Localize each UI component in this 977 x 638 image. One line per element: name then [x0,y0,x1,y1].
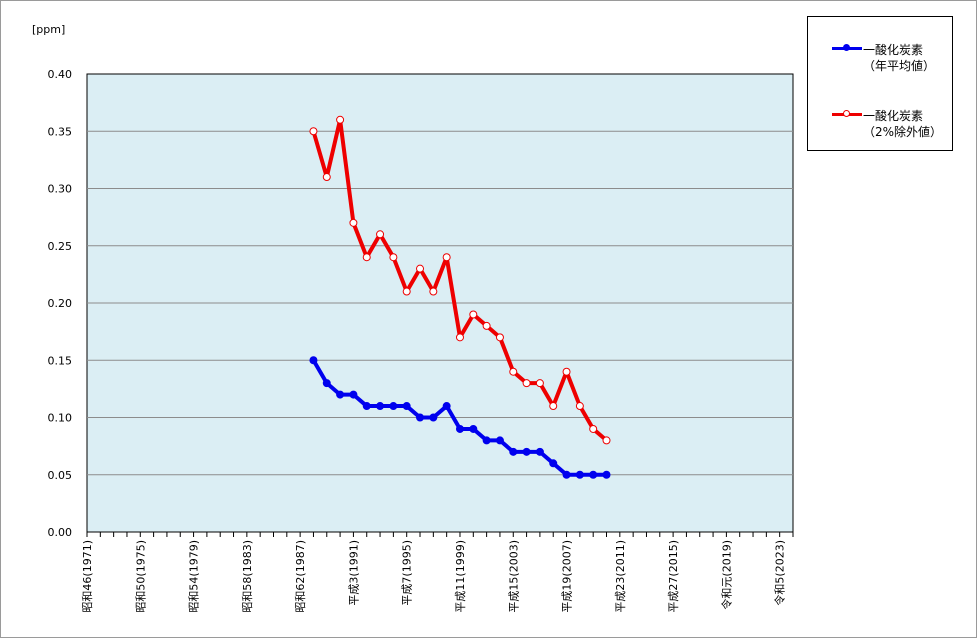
data-point [589,470,598,479]
legend-item-2pct-excluded: 一酸化炭素 （2%除外値） [808,105,954,145]
legend: 一酸化炭素 （年平均値） 一酸化炭素 （2%除外値） [807,16,953,151]
data-point [495,333,504,342]
legend-label: 一酸化炭素 [863,109,924,123]
data-point [509,447,518,456]
x-tick-label: 平成15(2003) [507,540,520,613]
legend-swatch-marker [843,44,850,51]
data-point [349,218,358,227]
data-point [429,287,438,296]
x-tick-label: 令和5(2023) [773,540,787,606]
y-tick-label: 0.10 [48,412,73,425]
data-point [336,115,345,124]
x-tick-label: 昭和54(1979) [188,540,201,613]
data-point [429,413,438,422]
data-point [482,436,491,445]
data-point [455,333,464,342]
y-tick-label: 0.15 [48,354,73,367]
legend-label-sub: （年平均値） [863,59,936,73]
x-tick-label: 昭和62(1987) [294,540,307,613]
legend-item-annual-average: 一酸化炭素 （年平均値） [808,39,954,79]
y-tick-label: 0.30 [48,183,73,196]
data-point [349,390,358,399]
data-point [549,459,558,468]
y-tick-label: 0.40 [48,68,73,81]
data-point [309,127,318,136]
data-point [469,424,478,433]
data-point [416,413,425,422]
data-point [509,367,518,376]
data-point [376,402,385,411]
legend-swatch-marker [843,110,850,117]
data-point [562,470,571,479]
y-tick-label: 0.35 [48,125,73,138]
legend-label: 一酸化炭素 [863,43,924,57]
data-point [589,424,598,433]
data-point [469,310,478,319]
data-point [389,253,398,262]
x-tick-label: 昭和58(1983) [241,540,254,613]
legend-label-sub: （2%除外値） [863,125,943,139]
data-point [322,173,331,182]
data-point [482,321,491,330]
data-point [495,436,504,445]
data-point [362,402,371,411]
x-tick-label: 平成23(2011) [614,540,627,613]
x-tick-label: 平成7(1995) [401,540,414,606]
x-tick-label: 平成3(1991) [347,540,360,606]
data-point [522,447,531,456]
y-tick-label: 0.00 [48,526,73,539]
data-point [402,287,411,296]
x-tick-label: 平成27(2015) [667,540,680,613]
data-point [522,379,531,388]
x-tick-label: 昭和46(1971) [81,540,94,613]
y-axis-unit-label: [ppm] [32,23,65,36]
data-point [376,230,385,239]
data-point [575,402,584,411]
data-point [402,402,411,411]
y-tick-label: 0.25 [48,240,73,253]
data-point [442,253,451,262]
data-point [309,356,318,365]
x-tick-label: 令和元(2019) [719,540,733,610]
data-point [575,470,584,479]
data-point [602,470,611,479]
data-point [549,402,558,411]
data-point [389,402,398,411]
data-point [535,379,544,388]
x-tick-label: 平成11(1999) [454,540,467,613]
data-point [442,402,451,411]
data-point [336,390,345,399]
y-tick-label: 0.05 [48,469,73,482]
data-point [455,424,464,433]
data-point [322,379,331,388]
data-point [602,436,611,445]
y-tick-label: 0.20 [48,297,73,310]
x-tick-label: 昭和50(1975) [134,540,147,613]
data-point [362,253,371,262]
x-tick-label: 平成19(2007) [561,540,574,613]
data-point [535,447,544,456]
data-point [562,367,571,376]
data-point [416,264,425,273]
